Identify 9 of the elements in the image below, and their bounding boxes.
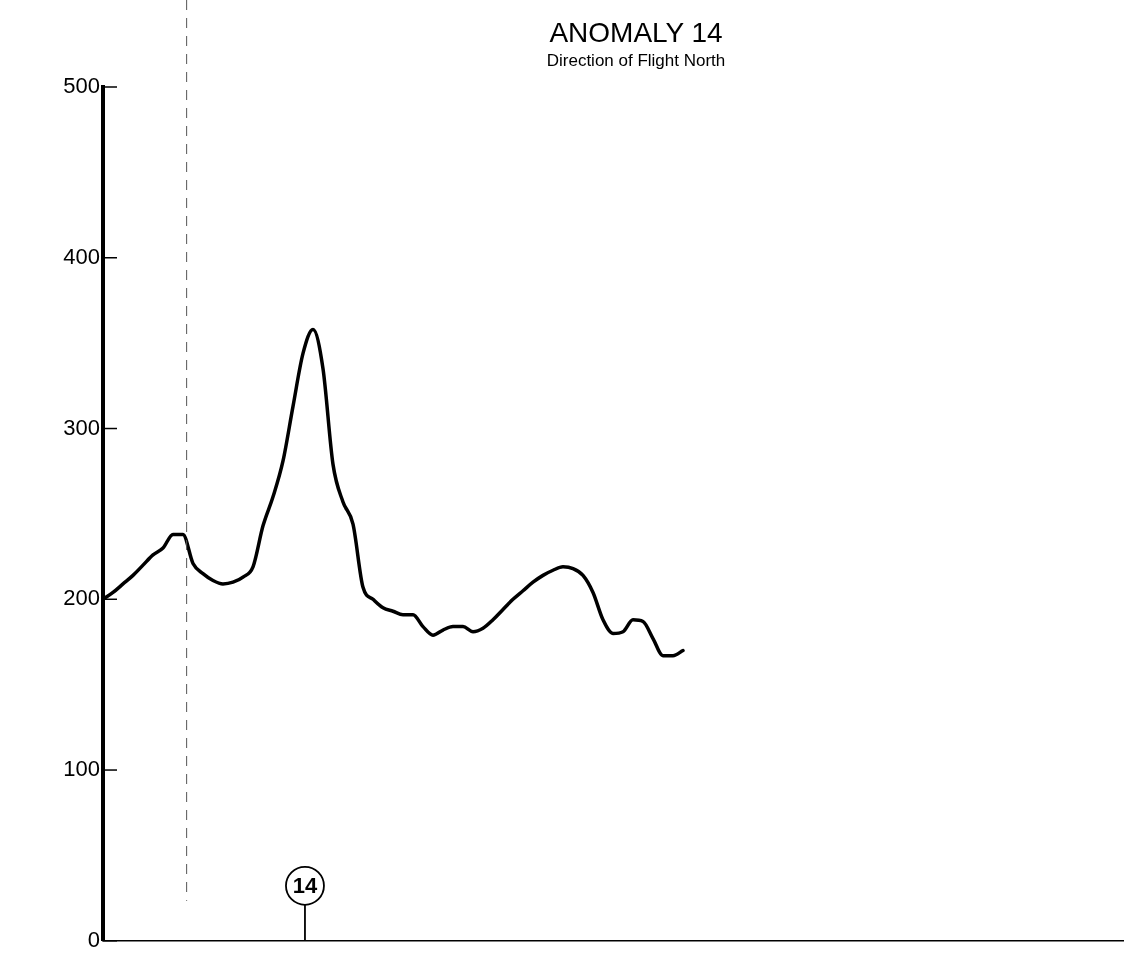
y-tick-label: 300 — [63, 414, 100, 440]
y-tick-label: 500 — [63, 73, 100, 99]
y-tick-label: 200 — [63, 585, 100, 611]
annotation: 14 — [292, 872, 318, 898]
y-tick-label: 400 — [63, 243, 100, 269]
y-tick-label: 100 — [63, 756, 100, 782]
chart-title: ANOMALY 14 — [549, 17, 723, 48]
chart-subtitle: Direction of Flight North — [546, 51, 726, 70]
y-tick-label: 0 — [87, 926, 100, 952]
